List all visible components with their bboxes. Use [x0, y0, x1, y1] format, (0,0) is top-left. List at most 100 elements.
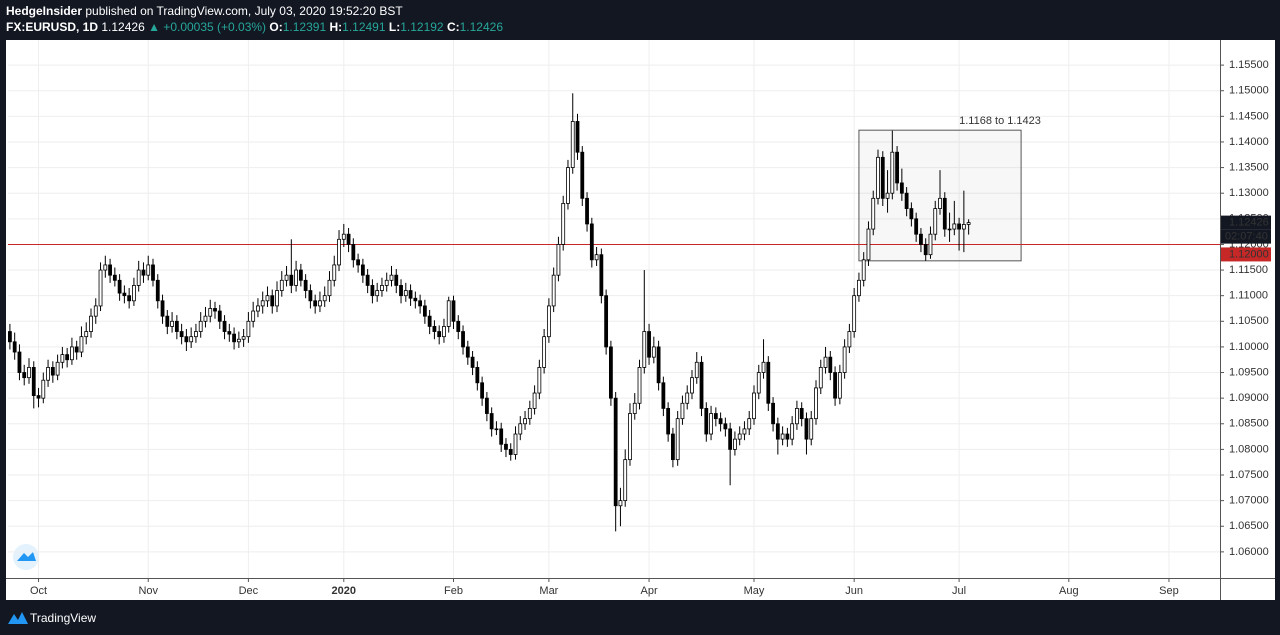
y-tick-label: 1.06000	[1229, 546, 1269, 558]
last-price-tag	[1221, 215, 1271, 230]
candle-body	[923, 244, 928, 256]
countdown-tag	[1221, 229, 1271, 244]
candle-body	[527, 408, 532, 420]
candle-body	[327, 279, 332, 297]
title: published on TradingView.com, July 03, 2…	[85, 4, 403, 18]
header: HedgeInsider published on TradingView.co…	[6, 3, 503, 35]
candle-body	[84, 331, 89, 338]
candle-body	[298, 269, 303, 281]
candle-body	[809, 418, 814, 440]
candle-body	[814, 387, 818, 420]
candle-body	[27, 367, 31, 379]
candle-body	[8, 331, 12, 343]
ohlc-value: 1.12391	[282, 20, 327, 34]
candle-body	[890, 151, 895, 194]
candle-body	[785, 433, 790, 440]
candle-body	[203, 315, 208, 322]
candle-body	[155, 279, 160, 302]
candle-body	[752, 392, 756, 420]
candle-body	[241, 336, 246, 340]
candle-body	[174, 320, 179, 332]
candle-body	[656, 346, 661, 384]
candle-body	[795, 408, 799, 425]
candle-body	[256, 305, 260, 312]
candle-body	[718, 418, 723, 425]
candle-body	[265, 295, 270, 302]
candle-body	[213, 308, 217, 312]
candle-body	[55, 361, 60, 376]
y-tick-label: 1.08000	[1229, 443, 1269, 455]
candle-body	[933, 208, 938, 235]
candle-body	[628, 413, 632, 461]
candle-body	[98, 269, 103, 307]
candle-body	[957, 223, 961, 230]
candle-body	[108, 264, 112, 276]
candle-body	[246, 320, 251, 338]
last-price: 1.12426	[101, 20, 145, 34]
candle-body	[623, 459, 628, 502]
candle-body	[284, 274, 289, 281]
y-tick-label: 1.09000	[1229, 392, 1269, 404]
candle-body	[594, 254, 599, 261]
candle-body	[895, 151, 899, 184]
candle-body	[289, 274, 294, 286]
candle-body	[608, 346, 613, 399]
candle-body	[761, 361, 766, 373]
candle-body	[880, 156, 885, 199]
candle-body	[599, 254, 604, 297]
candle-body	[422, 305, 427, 317]
candle-body	[852, 295, 857, 332]
candle-body	[160, 300, 165, 317]
candle-body	[456, 320, 461, 332]
candle-body	[518, 423, 523, 435]
logo	[13, 544, 39, 570]
candle-body	[942, 197, 947, 230]
candle-body	[313, 300, 318, 307]
candle-body	[308, 290, 313, 302]
candle-body	[217, 310, 222, 322]
candle-body	[871, 197, 876, 230]
candle-body	[952, 223, 957, 230]
x-tick-label: Jul	[952, 585, 966, 597]
candle-body	[551, 274, 556, 307]
candle-body	[589, 223, 594, 261]
candle-body	[799, 408, 804, 420]
candle-body	[112, 274, 117, 281]
candle-body	[566, 167, 570, 204]
candle-body	[384, 279, 389, 286]
candle-body	[489, 413, 494, 430]
candle-body	[561, 203, 566, 245]
ohlc-value: 1.12192	[400, 20, 444, 34]
candle-body	[399, 285, 403, 297]
candle-body	[70, 346, 74, 361]
candle-body	[470, 356, 475, 368]
candle-body	[208, 308, 213, 317]
candle-body	[365, 274, 370, 286]
ohlc-label: H:	[329, 20, 343, 34]
candle-body	[504, 443, 508, 450]
candle-body	[723, 423, 728, 430]
candle-body	[699, 361, 704, 409]
y-tick-label: 1.07500	[1229, 469, 1269, 481]
candle-body	[303, 279, 308, 291]
candle-body	[637, 367, 642, 404]
candle-body	[747, 418, 752, 430]
candle-body	[904, 192, 909, 209]
candle-body	[360, 264, 365, 276]
candle-body	[194, 331, 198, 338]
candle-body	[318, 300, 322, 307]
candle-body	[818, 367, 823, 389]
candle-body	[847, 331, 852, 348]
candle-body	[790, 423, 795, 440]
candle-body	[270, 295, 275, 307]
candle-body	[766, 361, 771, 404]
candle-body	[546, 305, 551, 338]
range-box	[858, 129, 1022, 262]
candle-body	[780, 433, 785, 440]
candle-body	[380, 285, 384, 291]
brand-logo	[8, 612, 28, 624]
countdown: 02:07:40	[1225, 231, 1268, 243]
symbol: FX:EURUSD, 1D	[6, 20, 99, 34]
ohlc-label: O:	[269, 20, 283, 34]
candle-body	[613, 397, 618, 507]
